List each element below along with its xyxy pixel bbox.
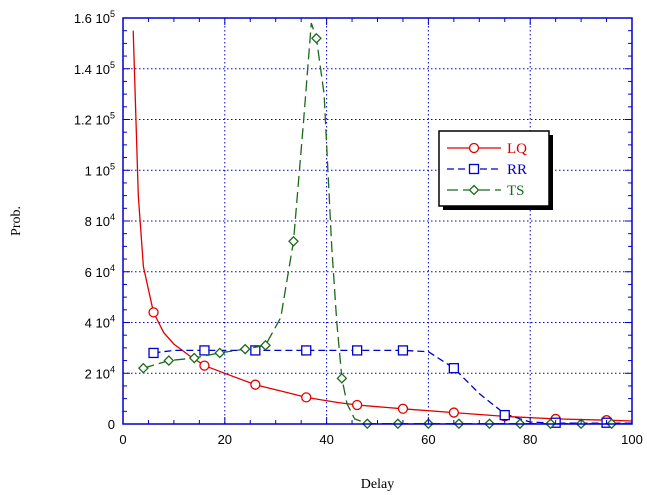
legend-label-lq: LQ bbox=[507, 141, 527, 157]
data-point-rr bbox=[199, 345, 210, 356]
data-point-lq bbox=[250, 379, 261, 390]
data-point-lq bbox=[199, 360, 210, 371]
data-point-ts bbox=[260, 339, 271, 351]
x-tick-label: 0 bbox=[119, 432, 126, 447]
data-point-rr bbox=[250, 345, 261, 356]
y-tick-label: 1.2 105 bbox=[74, 111, 115, 128]
grid-lines bbox=[123, 18, 632, 424]
data-point-rr bbox=[148, 347, 159, 359]
series-lq bbox=[132, 30, 633, 426]
series-layer bbox=[132, 22, 633, 430]
y-tick-labels: 0 2 104 4 104 6 104 8 104 1 105 1.2 105 1.4 105… bbox=[74, 9, 115, 432]
x-tick-label: 40 bbox=[319, 432, 333, 447]
data-point-lq bbox=[448, 407, 460, 418]
y-tick-label: 8 104 bbox=[85, 212, 115, 229]
legend-label-ts: TS bbox=[507, 183, 525, 199]
y-tick-label: 1.4 105 bbox=[74, 60, 115, 77]
data-point-ts bbox=[163, 355, 175, 366]
data-point-rr bbox=[448, 363, 460, 374]
legend-marker-ts bbox=[468, 184, 480, 196]
data-point-rr bbox=[351, 345, 363, 356]
data-point-ts bbox=[288, 235, 299, 247]
data-point-rr bbox=[499, 409, 510, 421]
x-tick-label: 100 bbox=[621, 432, 643, 447]
data-point-lq bbox=[351, 399, 363, 411]
series-ts bbox=[137, 22, 632, 430]
y-axis-label: Prob. bbox=[9, 206, 24, 236]
x-tick-label: 60 bbox=[421, 432, 435, 447]
data-point-ts bbox=[311, 32, 322, 44]
series-line-ts bbox=[143, 22, 632, 425]
data-point-ts bbox=[137, 362, 149, 374]
data-point-lq bbox=[148, 307, 159, 318]
y-tick-label: 1.6 105 bbox=[74, 9, 115, 26]
legend-label-rr: RR bbox=[507, 162, 527, 178]
y-tick-label: 0 bbox=[108, 417, 115, 432]
legend: LQ RR TS bbox=[438, 130, 553, 210]
x-tick-label: 80 bbox=[523, 432, 537, 447]
legend-marker-lq bbox=[468, 142, 480, 154]
data-point-rr bbox=[397, 345, 409, 356]
x-tick-label: 20 bbox=[218, 432, 232, 447]
data-point-lq bbox=[301, 392, 312, 403]
data-point-ts bbox=[239, 343, 251, 355]
data-point-ts bbox=[214, 347, 226, 359]
data-point-lq bbox=[397, 403, 409, 414]
x-tick-labels: 0 20 40 60 80 100 bbox=[119, 432, 642, 447]
y-tick-label: 1 105 bbox=[85, 161, 115, 178]
y-tick-label: 6 104 bbox=[85, 263, 115, 280]
y-tick-label: 2 104 bbox=[85, 364, 115, 381]
data-point-rr bbox=[301, 345, 312, 356]
data-point-ts bbox=[336, 372, 348, 384]
legend-marker-rr bbox=[468, 163, 480, 175]
y-tick-label: 4 104 bbox=[85, 314, 115, 331]
axis-ticks bbox=[122, 17, 633, 425]
data-point-ts bbox=[188, 352, 200, 364]
x-axis-label: Delay bbox=[361, 477, 394, 492]
series-rr bbox=[148, 345, 632, 428]
